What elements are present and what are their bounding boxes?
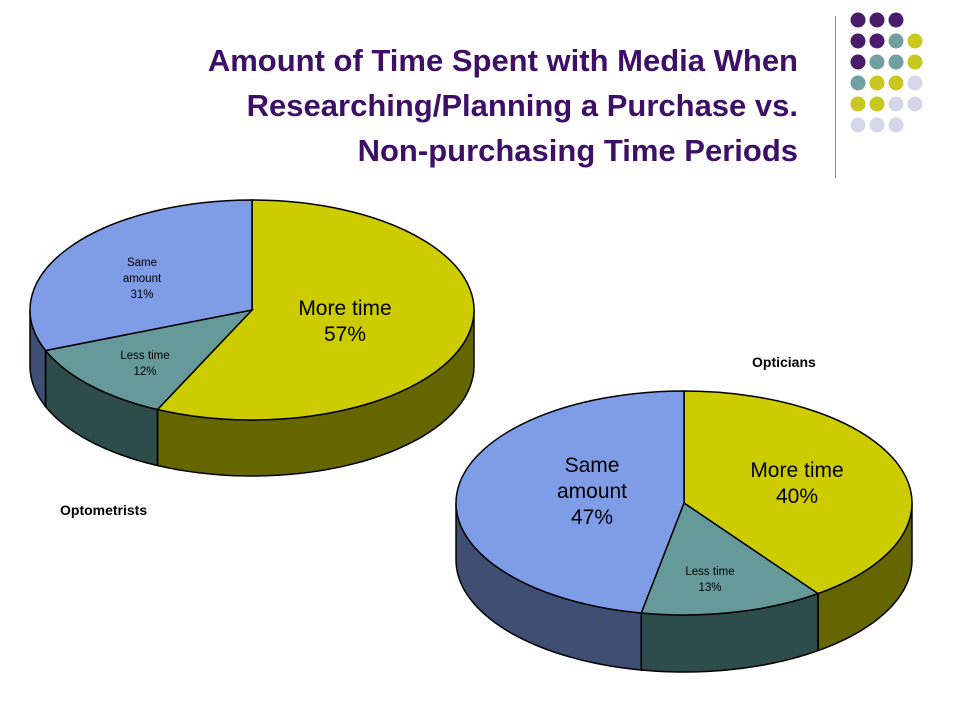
pie-slice-0	[683, 390, 913, 595]
decor-dot	[869, 33, 885, 49]
decor-dot	[869, 75, 885, 91]
pie-slice-0	[156, 199, 475, 421]
decor-dot	[907, 33, 923, 49]
title-line: Non-purchasing Time Periods	[357, 133, 798, 168]
pie-slice-label: Less time 12%	[120, 350, 169, 378]
decor-dot	[869, 54, 885, 70]
title-divider	[835, 16, 836, 178]
pie-slice-label: Same amount 31%	[123, 257, 162, 301]
decor-dot	[907, 96, 923, 112]
decor-dot	[888, 12, 904, 28]
decor-dot	[888, 96, 904, 112]
pie-slice-label: Same amount 47%	[557, 454, 627, 529]
slide-title: Amount of Time Spent with Media When Res…	[78, 38, 798, 173]
decor-dot	[888, 54, 904, 70]
decor-dot	[907, 75, 923, 91]
decor-dot	[888, 117, 904, 133]
decor-dot	[907, 54, 923, 70]
decor-dot	[850, 117, 866, 133]
pie-slice-label: Less time 13%	[685, 566, 734, 594]
optometrists-chart-title: Optometrists	[60, 502, 148, 518]
pie-slice-2	[29, 199, 253, 352]
pie-slice-label: More time 40%	[750, 459, 843, 508]
title-line: Amount of Time Spent with Media When	[207, 43, 798, 78]
decor-dot	[869, 117, 885, 133]
decor-dot	[869, 12, 885, 28]
decor-dot	[850, 12, 866, 28]
decor-dot	[869, 96, 885, 112]
decorative-dot-grid	[850, 12, 923, 133]
title-line: Researching/Planning a Purchase vs.	[246, 88, 798, 123]
opticians-chart-title: Opticians	[752, 354, 816, 370]
decor-dot	[850, 54, 866, 70]
pie-slice-1	[44, 308, 255, 411]
decor-dot	[888, 33, 904, 49]
pie-chart-0: More time 57% Less time 12% Same amount 31%	[29, 199, 475, 477]
decor-dot	[888, 75, 904, 91]
pie-slice-1	[640, 501, 820, 616]
pie-chart-1: More time 40% Less time 13% Same amount 47%	[455, 390, 913, 673]
decor-dot	[850, 96, 866, 112]
decor-dot	[850, 33, 866, 49]
decor-dot	[850, 75, 866, 91]
pie-slice-label: More time 57%	[298, 297, 391, 346]
pie-slice-2	[455, 390, 685, 614]
